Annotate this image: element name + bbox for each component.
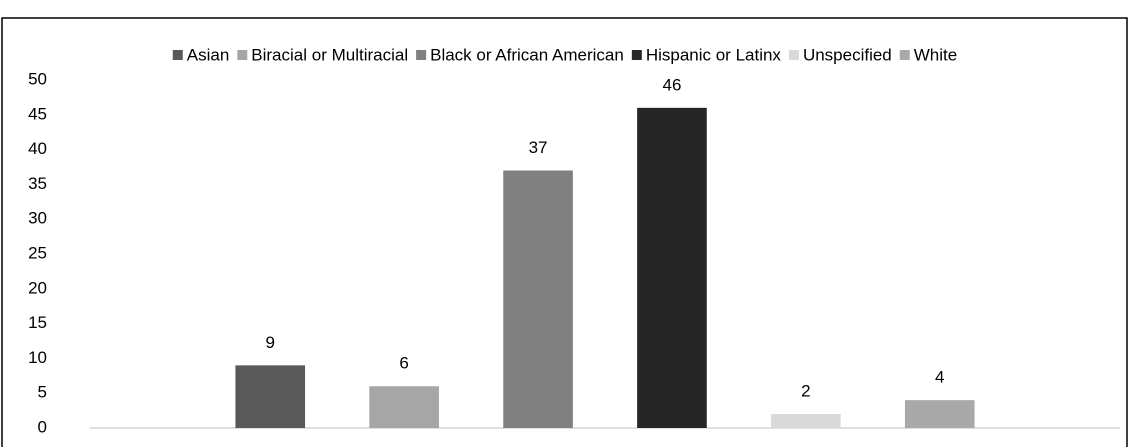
bar [503, 170, 573, 429]
bar [235, 365, 306, 428]
bar [369, 386, 439, 428]
y-tick-label: 50 [28, 69, 47, 88]
data-label: 2 [801, 382, 810, 401]
legend-label: Hispanic or Latinx [646, 45, 782, 64]
bar [771, 414, 841, 428]
y-tick-label: 45 [28, 104, 47, 123]
bar [637, 107, 707, 428]
bar [904, 400, 975, 428]
y-tick-label: 5 [38, 383, 47, 402]
legend-swatch [788, 50, 799, 60]
y-tick-label: 25 [28, 243, 47, 262]
y-tick-label: 0 [38, 417, 47, 436]
y-tick-label: 10 [28, 348, 47, 367]
data-label: 6 [399, 354, 408, 373]
legend-label: Biracial or Multiracial [251, 45, 408, 64]
legend-label: Black or African American [430, 45, 624, 64]
legend-swatch [172, 50, 183, 60]
data-label: 4 [935, 368, 944, 387]
data-label: 9 [266, 333, 275, 352]
data-label: 37 [529, 138, 548, 157]
legend-swatch [416, 50, 427, 60]
y-tick-label: 30 [28, 209, 47, 228]
data-label: 46 [662, 75, 681, 94]
legend-swatch [631, 50, 642, 60]
legend-swatch [237, 50, 248, 60]
legend-label: Asian [187, 45, 230, 64]
y-tick-label: 20 [28, 278, 47, 297]
y-tick-label: 15 [28, 313, 47, 332]
legend-label: Unspecified [803, 45, 892, 64]
legend-label: White [914, 45, 957, 64]
y-tick-label: 35 [28, 174, 47, 193]
legend-swatch [899, 50, 910, 60]
y-tick-label: 40 [28, 139, 47, 158]
